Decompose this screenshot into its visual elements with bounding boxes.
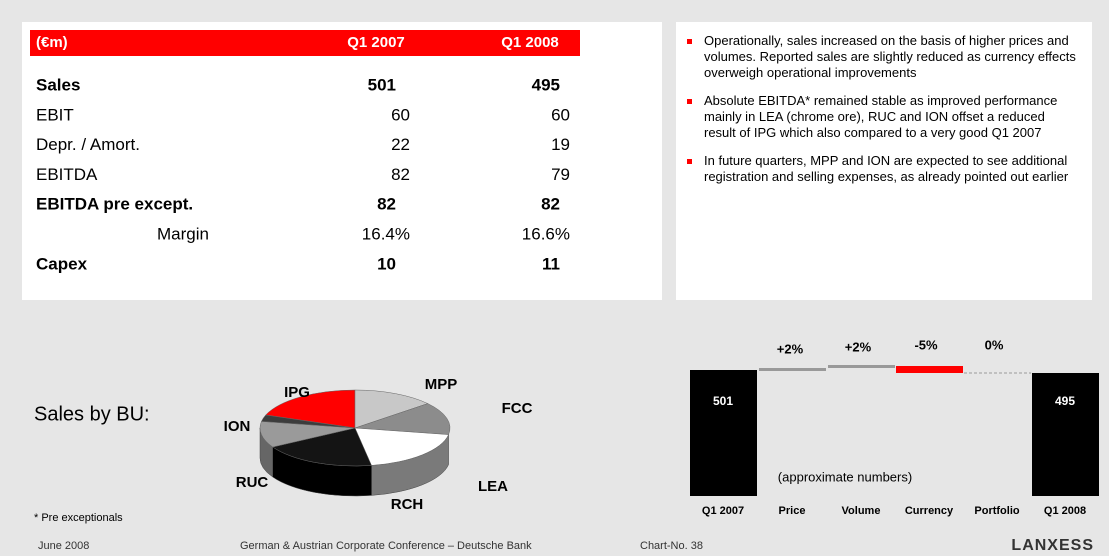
segment-label: RCH [391,496,424,513]
segment-label: IPG [284,384,310,401]
cell: 501 [368,75,396,94]
pie-slice [354,403,451,435]
cell: 16.4% [362,224,410,243]
row-label: EBIT [36,105,74,124]
footer-chart-no: Chart-No. 38 [640,540,703,552]
footer-event: German & Austrian Corporate Conference –… [240,540,532,552]
segment-label: RUC [236,474,269,491]
cell: 82 [377,195,396,214]
table-header: Q1 2008 [501,34,559,51]
table-header-bg [30,30,580,56]
change-label: +2% [777,341,804,356]
bullet-marker [687,159,692,164]
bullet: Absolute EBITDA* remained stable as impr… [704,93,1057,140]
pie-slice [261,414,356,429]
pie-slice [354,389,429,429]
category-label: Portfolio [974,505,1019,517]
bar-currency [896,366,963,373]
footer-date: June 2008 [38,540,89,552]
cell: 79 [551,165,570,184]
pie [259,389,451,497]
segment-label: ION [224,418,251,435]
table-header: Q1 2007 [347,34,405,51]
category-label: Volume [842,505,881,517]
category-label: Price [779,505,806,517]
bar-volume [828,365,895,368]
footnote: * Pre exceptionals [34,512,123,524]
cell: 22 [391,135,410,154]
bar-start [690,370,757,496]
cell: 82 [541,195,560,214]
segment-label: MPP [425,376,458,393]
row-label: Margin [157,224,209,243]
segment-label: FCC [502,400,533,417]
row-label: Capex [36,254,88,273]
row-label: EBITDA [36,165,98,184]
pie-slice [354,427,449,466]
cell: 60 [391,105,410,124]
bar-price [759,368,826,371]
bullet: Operationally, sales increased on the ba… [704,33,1076,80]
end-label: 495 [1055,394,1075,408]
segment-label: LEA [478,478,508,495]
pie-slice [259,421,356,448]
note: (approximate numbers) [778,469,912,484]
change-label: 0% [985,337,1004,352]
start-label: 501 [713,394,733,408]
cell: 60 [551,105,570,124]
pie-label: Sales by BU: [34,403,150,425]
row-label: Depr. / Amort. [36,135,140,154]
logo: LANXESS [1011,537,1094,554]
table-panel [22,22,662,300]
bullets-panel [676,22,1092,300]
row-label: EBITDA pre except. [36,195,193,214]
cell: 10 [377,254,396,273]
table-header: (€m) [36,34,68,51]
change-label: -5% [914,337,938,352]
cell: 11 [542,254,560,273]
cell: 16.6% [522,224,570,243]
bullet: In future quarters, MPP and ION are expe… [704,153,1069,184]
bar-end [1032,373,1099,496]
category-label: Currency [905,505,954,517]
cell: 19 [551,135,570,154]
cell: 495 [532,75,560,94]
bullet-marker [687,39,692,44]
category-label: Q1 2008 [1044,505,1086,517]
bullet-marker [687,99,692,104]
row-label: Sales [36,75,80,94]
change-label: +2% [845,339,872,354]
pie-slice [265,389,356,429]
category-label: Q1 2007 [702,505,744,517]
cell: 82 [391,165,410,184]
pie-slice [272,427,372,467]
